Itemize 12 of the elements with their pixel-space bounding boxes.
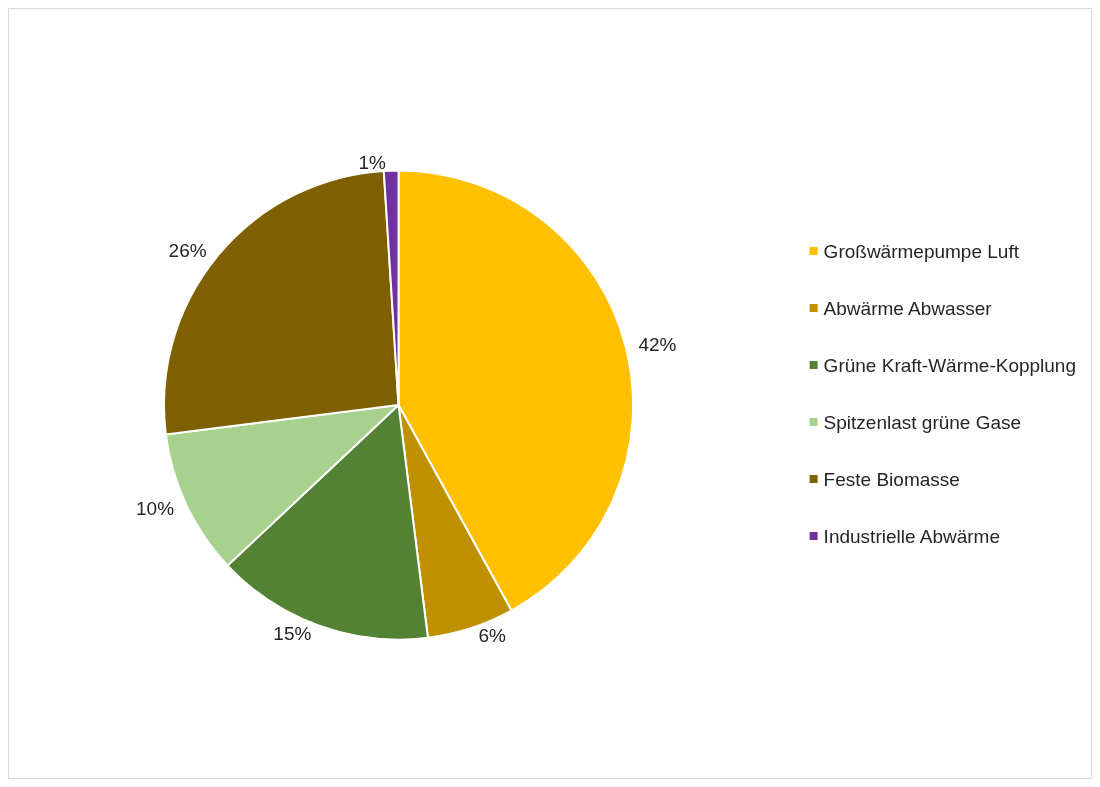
legend-label: Abwärme Abwasser [823, 297, 993, 319]
data-label: 42% [638, 334, 677, 356]
legend-label: Spitzenlast grüne Gase [823, 411, 1022, 433]
legend-label: Feste Biomasse [823, 468, 960, 490]
legend-label: Großwärmepumpe Luft [823, 240, 1020, 262]
data-label: 10% [136, 497, 175, 519]
data-label: 26% [168, 239, 207, 261]
data-label: 6% [478, 625, 507, 647]
data-label: 15% [273, 622, 312, 644]
legend-label: Industrielle Abwärme [823, 525, 1000, 547]
data-label: 1% [358, 152, 386, 174]
legend-label: Grüne Kraft-Wärme-Kopplung [823, 354, 1077, 376]
